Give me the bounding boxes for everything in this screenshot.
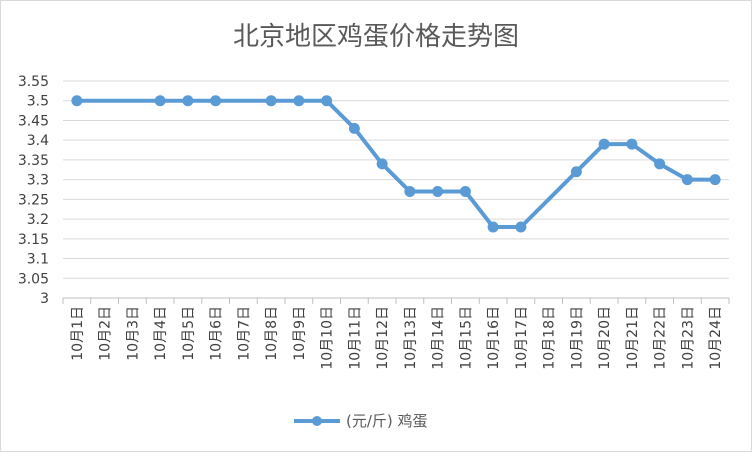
x-tick-label: 10月14日 <box>431 306 447 370</box>
x-tick-label: 10月18日 <box>542 306 558 370</box>
x-tick-label: 10月24日 <box>708 306 724 370</box>
x-tick-label: 10月10日 <box>320 306 336 370</box>
data-point <box>598 138 610 150</box>
x-tick-label: 10月6日 <box>209 306 225 361</box>
series-line <box>76 98 716 229</box>
legend: (元/斤) 鸡蛋 <box>294 412 428 430</box>
x-tick-label: 10月21日 <box>625 306 641 370</box>
data-point <box>404 185 416 197</box>
data-point <box>182 95 194 107</box>
x-axis: 10月1日 10月2日 10月3日 10月4日 10月5日 10月6日 10月7日 10月8日… <box>62 297 730 370</box>
data-point <box>376 158 388 170</box>
x-tick-label: 10月16日 <box>486 306 502 370</box>
x-tick-label: 10月12日 <box>375 306 391 370</box>
x-tick-label: 10月2日 <box>98 306 114 361</box>
y-tick-label: 3.5 <box>27 94 49 110</box>
y-tick-label: 3.45 <box>18 113 49 129</box>
series-layer <box>71 95 721 233</box>
legend-entry-eggs: (元/斤) 鸡蛋 <box>346 412 428 430</box>
y-tick-label: 3 <box>40 291 49 307</box>
data-point <box>515 221 527 233</box>
x-tick-label: 10月9日 <box>292 306 308 361</box>
data-point <box>459 185 471 197</box>
x-tick-label: 10月15日 <box>458 306 474 370</box>
data-point <box>626 138 638 150</box>
x-tick-label: 10月5日 <box>181 306 197 361</box>
data-point <box>321 95 333 107</box>
x-tick-label: 10月13日 <box>403 306 419 370</box>
x-tick-label: 10月22日 <box>653 306 669 370</box>
x-tick-label: 10月19日 <box>569 306 585 370</box>
data-point <box>154 95 166 107</box>
x-tick-label: 10月1日 <box>70 306 86 361</box>
data-point <box>293 95 305 107</box>
x-tick-label: 10月3日 <box>125 306 141 361</box>
x-tick-label: 10月7日 <box>236 306 252 361</box>
x-tick-label: 10月23日 <box>680 306 696 370</box>
x-tick-label: 10月17日 <box>514 306 530 370</box>
y-tick-label: 3.3 <box>27 173 49 189</box>
y-tick-label: 3.15 <box>18 232 49 248</box>
x-tick-label: 10月4日 <box>153 306 169 361</box>
y-tick-label: 3.2 <box>27 212 49 228</box>
data-point <box>348 122 360 134</box>
x-tick-label: 10月8日 <box>264 306 280 361</box>
y-axis: 3.55 3.5 3.45 3.4 3.35 3.3 3.25 3.2 3.15 3.1 3.05 3 <box>18 74 49 307</box>
y-tick-label: 3.25 <box>18 192 49 208</box>
data-point <box>265 95 277 107</box>
y-tick-label: 3.35 <box>18 153 49 169</box>
data-point <box>570 166 582 178</box>
legend-dot-marker <box>312 416 322 426</box>
data-point <box>210 95 222 107</box>
data-point <box>654 158 666 170</box>
data-point <box>487 221 499 233</box>
data-point <box>432 185 444 197</box>
x-tick-label: 10月20日 <box>597 306 613 370</box>
chart-title: 北京地区鸡蛋价格走势图 <box>233 22 519 52</box>
y-tick-label: 3.55 <box>18 74 49 90</box>
x-tick-label: 10月11日 <box>347 306 363 370</box>
data-point <box>71 95 83 107</box>
y-tick-label: 3.05 <box>18 271 49 287</box>
data-point <box>681 174 693 186</box>
data-point <box>709 174 721 186</box>
y-tick-label: 3.1 <box>27 252 49 268</box>
y-tick-label: 3.4 <box>27 133 49 149</box>
